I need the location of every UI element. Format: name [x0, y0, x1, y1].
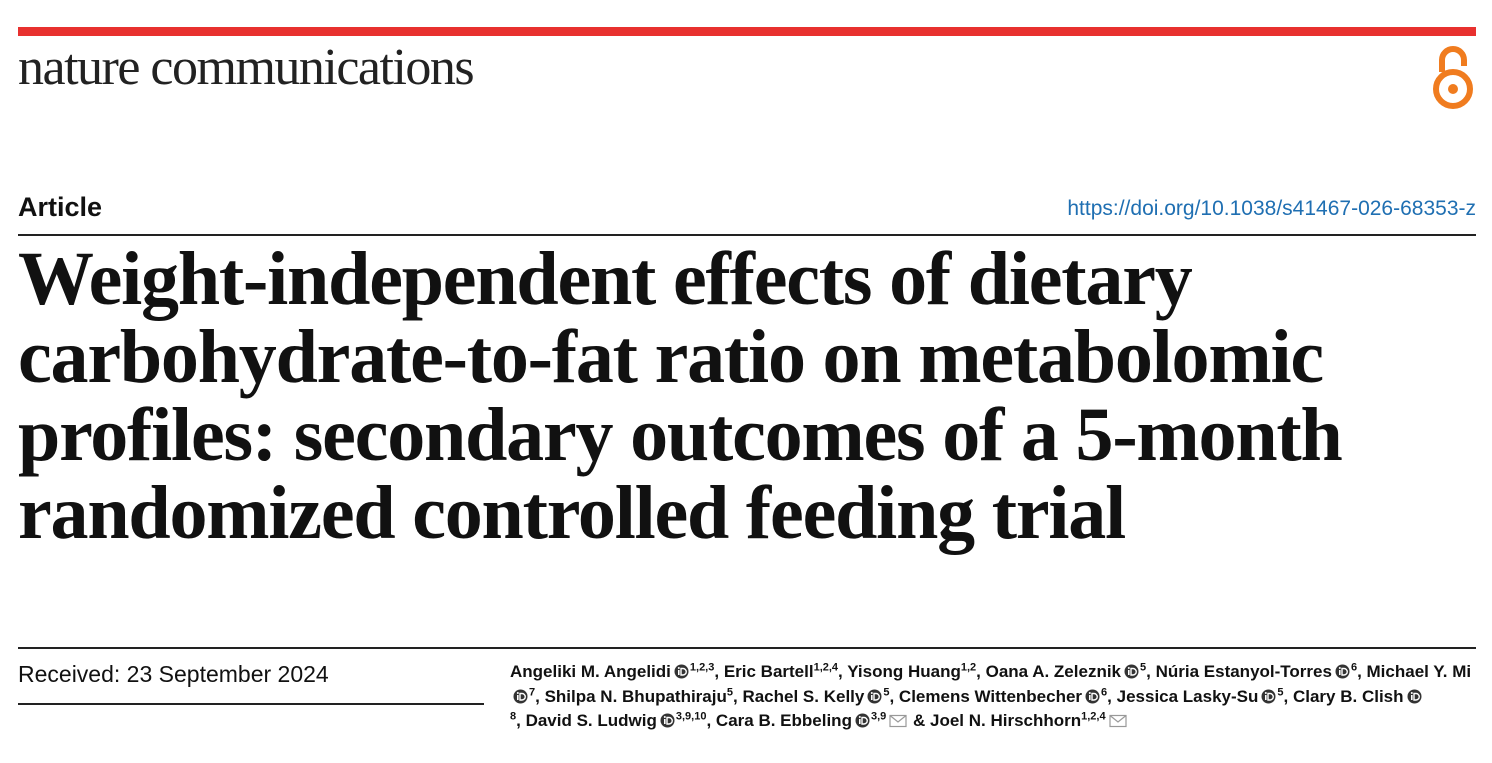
- author-separator: ,: [535, 686, 545, 706]
- author-affiliations: 1,2,3: [689, 661, 715, 674]
- author-affiliations: 6: [1350, 661, 1358, 674]
- received-date: Received: 23 September 2024: [18, 661, 329, 687]
- author-name: Eric Bartell: [723, 662, 814, 681]
- orcid-icon: [1261, 689, 1276, 703]
- open-access-icon: [1433, 46, 1473, 109]
- author-name: Oana A. Zeleznik: [985, 662, 1122, 681]
- author-affiliations: 7: [529, 685, 536, 698]
- orcid-icon: [1085, 689, 1100, 703]
- author-name: Shilpa N. Bhupathiraju: [544, 686, 727, 706]
- author-affiliations: 8: [510, 710, 517, 723]
- article-type: Article: [18, 192, 103, 222]
- author-separator: ,: [889, 686, 899, 706]
- author-separator: ,: [516, 711, 526, 730]
- author-separator: ,: [976, 662, 986, 681]
- author-affiliations: 5: [1277, 685, 1284, 698]
- author-separator: ,: [1357, 662, 1367, 681]
- author-name: Cara B. Ebbeling: [715, 711, 852, 730]
- author-name: Joel N. Hirschhorn: [929, 711, 1082, 730]
- author-name: Yisong Huang: [847, 662, 961, 681]
- mail-icon: [889, 714, 907, 728]
- orcid-icon: [1335, 664, 1350, 679]
- author-name: Clary B. Clish: [1292, 686, 1404, 706]
- author-separator: ,: [714, 662, 724, 681]
- divider: [18, 234, 1476, 236]
- author-affiliations: 1,2,4: [1081, 710, 1106, 723]
- orcid-icon: [513, 689, 528, 703]
- author-name: Michael Y. Mi: [1366, 662, 1472, 681]
- author-name: Rachel S. Kelly: [742, 686, 865, 706]
- author-affiliations: 5: [1140, 661, 1147, 674]
- orcid-icon: [674, 664, 689, 679]
- author-affiliations: 5: [883, 685, 890, 698]
- author-affiliations: 3,9,10: [675, 710, 707, 723]
- article-title: Weight-independent effects of dietary ca…: [18, 237, 1343, 555]
- author-name: Jessica Lasky-Su: [1116, 686, 1259, 706]
- author-list: Angeliki M. Angelidi 1,2,3, Eric Bartell1…: [510, 660, 1476, 734]
- orcid-icon: [867, 689, 882, 703]
- divider: [18, 647, 1476, 649]
- orcid-icon: [1407, 689, 1422, 703]
- author-name: Núria Estanyol-Torres: [1155, 662, 1332, 681]
- author-affiliations: 5: [726, 685, 733, 698]
- author-separator: ,: [1146, 662, 1156, 681]
- brand-bar: [18, 27, 1476, 36]
- author-affiliations: 3,9: [870, 710, 887, 723]
- orcid-icon: [855, 713, 870, 728]
- author-affiliations: 1,2,4: [813, 661, 839, 674]
- divider: [18, 703, 484, 705]
- author-name: David S. Ludwig: [525, 711, 657, 730]
- author-separator: ,: [1107, 686, 1117, 706]
- author-separator: ,: [838, 662, 848, 681]
- author-affiliations: 1,2: [960, 661, 977, 674]
- orcid-icon: [660, 713, 675, 728]
- author-separator: &: [908, 711, 930, 730]
- orcid-icon: [1124, 664, 1139, 679]
- mail-icon: [1108, 714, 1127, 728]
- author-separator: ,: [1283, 686, 1293, 706]
- author-name: Clemens Wittenbecher: [898, 686, 1083, 706]
- author-affiliations: 6: [1101, 685, 1108, 698]
- author-separator: ,: [706, 711, 716, 730]
- author-name: Angeliki M. Angelidi: [510, 662, 671, 681]
- doi-link[interactable]: https://doi.org/10.1038/s41467-026-68353…: [1067, 197, 1476, 220]
- journal-name: nature communications: [18, 39, 475, 96]
- author-separator: ,: [733, 686, 743, 706]
